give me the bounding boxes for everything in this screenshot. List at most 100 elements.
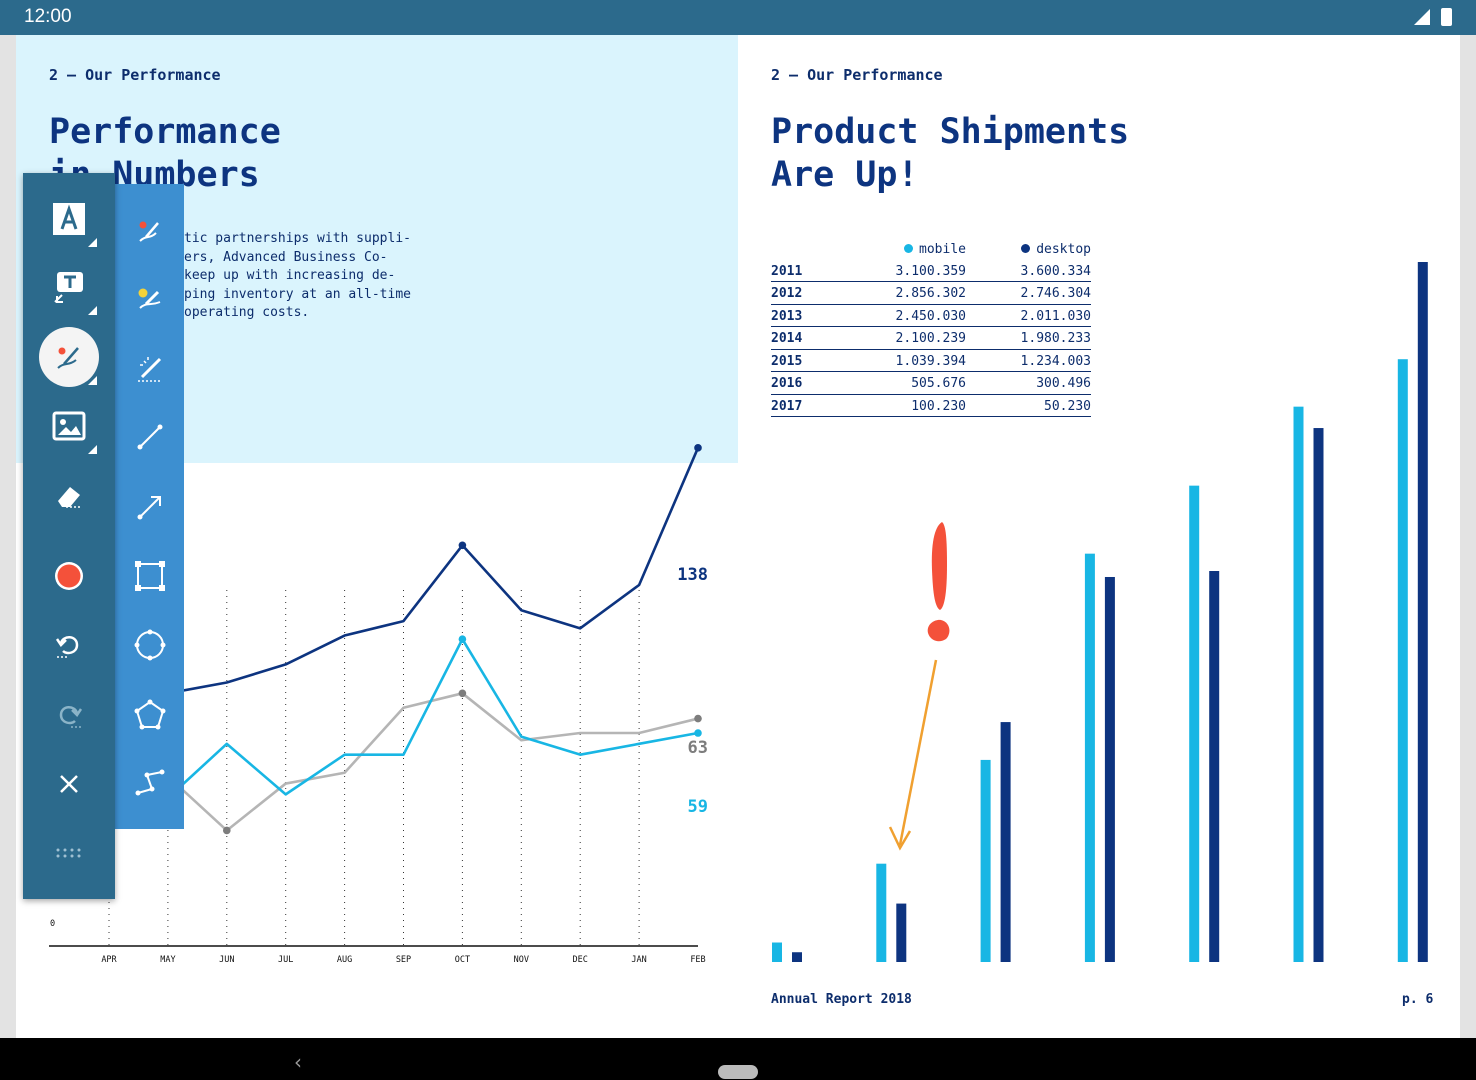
mobile-legend-dot [904,244,914,253]
desktop-legend-dot [1021,244,1031,253]
series-end-label-dark: 138 [677,565,708,585]
table-header-row: mobile desktop [771,240,1091,259]
submenu-indicator [88,445,97,454]
x-tick-label: OCT [455,955,470,965]
table-header-desktop: desktop [966,240,1091,259]
y-zero-label: 0 [50,919,55,929]
series-line-dark [108,447,700,702]
rectangle-tool[interactable] [125,551,175,601]
bar-mobile [1397,359,1408,962]
arrow-icon [137,496,161,520]
magic-wand-icon [138,357,162,382]
polygon-tool[interactable] [125,690,175,740]
right-page-kicker: 2 — Our Performance [771,66,943,84]
redo-icon [59,706,83,728]
toolbar-drag-handle[interactable] [39,823,99,883]
table-row: 2012 2.856.302 2.746.304 [771,281,1091,305]
body-line: ping inventory at an all-time [184,286,411,302]
draw-tool[interactable] [39,327,99,387]
left-page-kicker: 2 — Our Performance [49,66,221,84]
data-point-dark [458,541,467,550]
highlighter-icon [138,288,161,309]
data-point-gray [694,714,702,723]
polyline-tool[interactable] [125,759,175,809]
body-line: operating costs. [184,305,310,321]
record-tool[interactable] [39,546,99,606]
submenu-indicator [88,306,97,315]
x-tick-label: SEP [396,955,411,965]
text-tool[interactable] [39,189,99,249]
ink-exclamation-dot[interactable] [927,619,950,642]
undo-icon [55,636,79,658]
arrow-tool[interactable] [125,482,175,532]
right-page: 2 — Our Performance Product Shipments Ar… [738,35,1460,1038]
submenu-indicator [88,238,97,247]
x-tick-label: APR [101,955,117,965]
series-line-light [108,637,699,800]
annotation-toolbar [23,173,115,899]
series-line-gray [108,691,699,832]
right-title-line-1: Product Shipments [771,112,1130,152]
x-tick-label: MAY [160,955,175,965]
bar-desktop [792,952,802,962]
left-title-line-1: Performance [49,112,281,152]
bar-mobile [1293,406,1304,963]
bar-desktop [1104,576,1115,962]
bar-desktop [896,903,907,962]
body-line: ers, Advanced Business Co- [184,249,388,265]
ink-arrow-line[interactable] [898,659,938,846]
text-icon [53,203,85,235]
data-point-light [458,635,467,643]
battery-icon [1441,8,1452,26]
signal-icon [1414,9,1430,25]
line-tool[interactable] [125,412,175,462]
data-point-light [694,729,702,737]
eraser-tool[interactable] [39,466,99,526]
back-button[interactable]: ‹ [294,1050,302,1074]
line-chart: APR MAY JUN JUL AUG SEP OCT NOV DEC JAN FEB 0 138 63 5… [49,444,708,965]
polygon-icon [134,699,166,730]
table-row: 2016 505.676 300.496 [771,371,1091,395]
bar-desktop [1313,428,1324,962]
circle-tool[interactable] [125,620,175,670]
footer-report-title: Annual Report 2018 [771,992,912,1007]
bar-mobile [876,863,887,962]
ink-pen-tool[interactable] [125,206,175,256]
x-tick-label: FEB [690,955,705,965]
data-point-gray [223,826,231,835]
bar-mobile [980,759,991,962]
textbox-icon [54,272,83,303]
undo-tool[interactable] [39,615,99,675]
rectangle-icon [135,561,165,591]
drawing-subtools-panel [115,184,184,829]
right-page-title: Product Shipments Are Up! [771,111,1129,197]
x-tick-label: JAN [631,955,646,965]
home-button[interactable] [718,1065,758,1079]
system-navigation-bar: ‹ [0,1038,1476,1080]
table-row: 2014 2.100.239 1.980.233 [771,326,1091,350]
close-tool[interactable] [39,754,99,814]
magic-ink-tool[interactable] [125,344,175,394]
body-line: tic partnerships with suppli- [184,231,411,246]
data-point-gray [458,689,467,698]
highlighter-tool[interactable] [125,273,175,323]
textbox-tool[interactable] [39,257,99,317]
ink-arrow-head[interactable] [888,826,912,851]
status-clock: 12:00 [24,6,72,27]
series-end-label-light: 59 [688,797,708,817]
redo-tool[interactable] [39,685,99,745]
x-tick-label: DEC [573,955,588,965]
footer-page-number: p. 6 [1402,992,1434,1007]
image-tool[interactable] [39,396,99,456]
table-row: 2013 2.450.030 2.011.030 [771,304,1091,327]
bar-mobile [772,942,782,962]
x-tick-label: JUL [278,955,293,965]
bar-chart [772,262,1428,963]
ink-exclamation-stroke[interactable] [931,522,947,610]
drag-handle-icon [56,848,81,858]
left-body-text: tic partnerships with suppli- ers, Advan… [184,230,411,323]
data-point-dark [694,444,702,452]
submenu-indicator [88,376,97,385]
table-row: 2015 1.039.394 1.234.003 [771,349,1091,372]
x-tick-label: AUG [337,955,352,965]
